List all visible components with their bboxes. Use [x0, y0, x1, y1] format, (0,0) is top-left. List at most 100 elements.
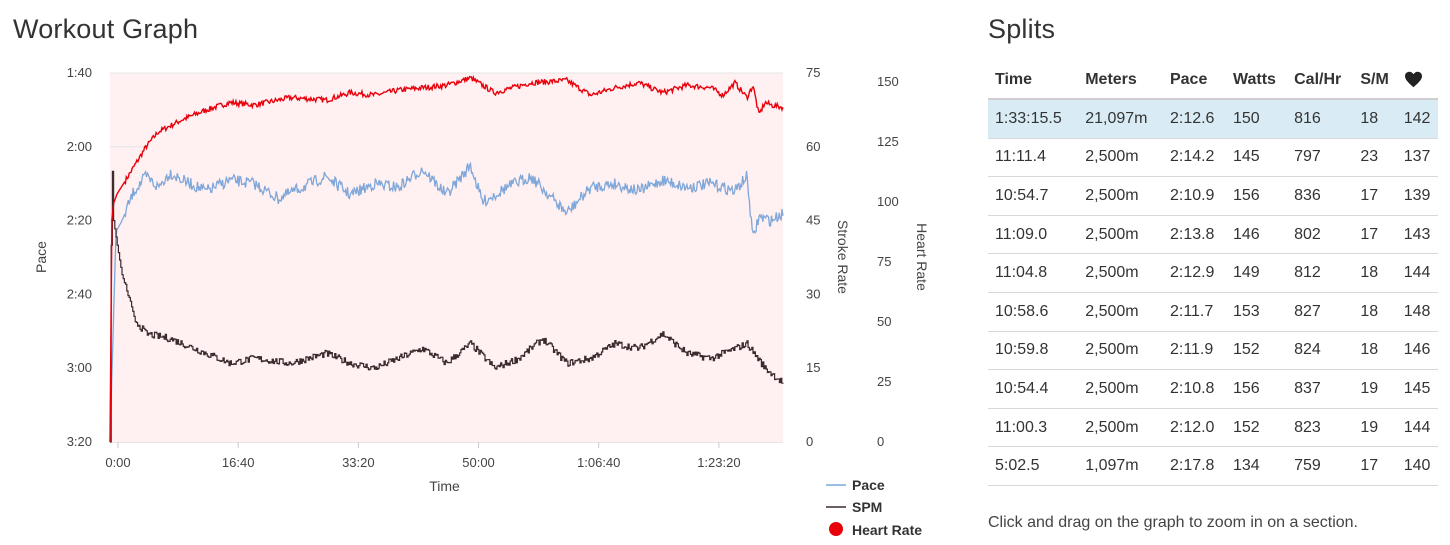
cell-pace: 2:10.9 [1162, 176, 1226, 216]
x-tick-label: 33:20 [342, 455, 375, 470]
cell-heart-rate: 140 [1396, 446, 1438, 486]
cell-cal-hr: 824 [1287, 331, 1354, 371]
stroke-rate-axis-label: Stroke Rate [835, 220, 851, 294]
cell-watts: 146 [1225, 215, 1288, 255]
cell-time: 5:02.5 [988, 446, 1079, 486]
cell-meters: 21,097m [1078, 99, 1163, 139]
cell-time: 11:11.4 [988, 138, 1079, 178]
cell-meters: 2,500m [1078, 253, 1163, 293]
pace-tick-label: 2:00 [67, 139, 92, 154]
cell-heart-rate: 137 [1396, 138, 1438, 178]
pace-tick-label: 3:00 [67, 360, 92, 375]
heart-rate-tick-label: 150 [877, 74, 899, 89]
cell-meters: 2,500m [1078, 331, 1163, 371]
header-pace: Pace [1162, 61, 1226, 100]
cell-watts: 156 [1225, 369, 1288, 409]
pace-tick-label: 2:20 [67, 213, 92, 228]
splits-total-row: 1:33:15.5 21,097m 2:12.6 150 816 18 142 [988, 99, 1438, 139]
cell-heart-rate: 146 [1396, 331, 1438, 371]
heart-rate-tick-label: 50 [877, 314, 891, 329]
heart-rate-tick-label: 0 [877, 434, 884, 449]
cell-pace: 2:17.8 [1162, 446, 1226, 486]
splits-row: 10:54.4 2,500m 2:10.8 156 837 19 145 [988, 369, 1438, 409]
cell-pace: 2:14.2 [1162, 138, 1226, 178]
stroke-rate-tick-label: 75 [806, 65, 820, 80]
header-time: Time [988, 61, 1079, 100]
cell-heart-rate: 144 [1396, 408, 1438, 448]
heart-rate-tick-label: 125 [877, 134, 899, 149]
cell-stroke-rate: 18 [1353, 99, 1397, 139]
legend-spm-label: SPM [852, 499, 882, 515]
legend-heart-rate-label: Heart Rate [852, 522, 922, 538]
splits-row: 11:09.0 2,500m 2:13.8 146 802 17 143 [988, 215, 1438, 255]
workout-graph[interactable]: 1:402:002:202:403:003:207560453015015012… [0, 0, 960, 545]
heart-icon [1404, 71, 1422, 87]
cell-cal-hr: 759 [1287, 446, 1354, 486]
header-cal-hr: Cal/Hr [1287, 61, 1354, 100]
cell-pace: 2:12.9 [1162, 253, 1226, 293]
cell-watts: 134 [1225, 446, 1288, 486]
cell-cal-hr: 802 [1287, 215, 1354, 255]
cell-stroke-rate: 18 [1353, 331, 1397, 371]
splits-row: 11:00.3 2,500m 2:12.0 152 823 19 144 [988, 408, 1438, 448]
heart-rate-tick-label: 25 [877, 374, 891, 389]
cell-time: 11:00.3 [988, 408, 1079, 448]
pace-tick-label: 1:40 [67, 65, 92, 80]
graph-title: Workout Graph [13, 14, 199, 44]
cell-cal-hr: 837 [1287, 369, 1354, 409]
pace-axis-label: Pace [33, 241, 49, 273]
cell-time: 10:58.6 [988, 292, 1079, 332]
x-tick-label: 1:23:20 [697, 455, 740, 470]
cell-watts: 149 [1225, 253, 1288, 293]
cell-stroke-rate: 18 [1353, 292, 1397, 332]
heart-rate-series-line [109, 74, 784, 443]
spm-series-line [110, 170, 784, 443]
cell-time: 10:59.8 [988, 331, 1079, 371]
legend-pace-label: Pace [852, 477, 885, 493]
splits-row: 10:54.7 2,500m 2:10.9 156 836 17 139 [988, 176, 1438, 216]
cell-heart-rate: 142 [1396, 99, 1438, 139]
cell-time: 11:04.8 [988, 253, 1079, 293]
pace-tick-label: 2:40 [67, 286, 92, 301]
cell-meters: 1,097m [1078, 446, 1163, 486]
cell-cal-hr: 836 [1287, 176, 1354, 216]
cell-time: 10:54.4 [988, 369, 1079, 409]
cell-pace: 2:13.8 [1162, 215, 1226, 255]
splits-row: 11:11.4 2,500m 2:14.2 145 797 23 137 [988, 138, 1438, 178]
pace-series-line [109, 161, 784, 443]
cell-heart-rate: 148 [1396, 292, 1438, 332]
cell-meters: 2,500m [1078, 215, 1163, 255]
cell-time: 11:09.0 [988, 215, 1079, 255]
splits-row: 10:59.8 2,500m 2:11.9 152 824 18 146 [988, 331, 1438, 371]
heart-rate-area [110, 76, 783, 442]
cell-cal-hr: 823 [1287, 408, 1354, 448]
cell-stroke-rate: 19 [1353, 408, 1397, 448]
splits-header-row: Time Meters Pace Watts Cal/Hr S/M [988, 61, 1438, 100]
cell-pace: 2:12.0 [1162, 408, 1226, 448]
x-tick-label: 16:40 [222, 455, 255, 470]
cell-pace: 2:11.9 [1162, 331, 1226, 371]
cell-watts: 152 [1225, 408, 1288, 448]
cell-watts: 145 [1225, 138, 1288, 178]
cell-heart-rate: 139 [1396, 176, 1438, 216]
header-heart-rate [1396, 61, 1438, 100]
cell-pace: 2:12.6 [1162, 99, 1226, 139]
stroke-rate-tick-label: 15 [806, 360, 820, 375]
x-tick-label: 1:06:40 [577, 455, 620, 470]
cell-meters: 2,500m [1078, 176, 1163, 216]
zoom-hint: Click and drag on the graph to zoom in o… [988, 514, 1358, 531]
header-watts: Watts [1225, 61, 1288, 100]
cell-meters: 2,500m [1078, 408, 1163, 448]
splits-table: Time Meters Pace Watts Cal/Hr S/M 1:33:1… [988, 61, 1438, 486]
cell-meters: 2,500m [1078, 292, 1163, 332]
cell-cal-hr: 812 [1287, 253, 1354, 293]
heart-rate-tick-label: 100 [877, 194, 899, 209]
splits-row: 5:02.5 1,097m 2:17.8 134 759 17 140 [988, 446, 1438, 486]
cell-watts: 152 [1225, 331, 1288, 371]
x-tick-label: 0:00 [105, 455, 130, 470]
splits-row: 10:58.6 2,500m 2:11.7 153 827 18 148 [988, 292, 1438, 332]
cell-pace: 2:11.7 [1162, 292, 1226, 332]
cell-stroke-rate: 23 [1353, 138, 1397, 178]
cell-watts: 156 [1225, 176, 1288, 216]
cell-stroke-rate: 19 [1353, 369, 1397, 409]
